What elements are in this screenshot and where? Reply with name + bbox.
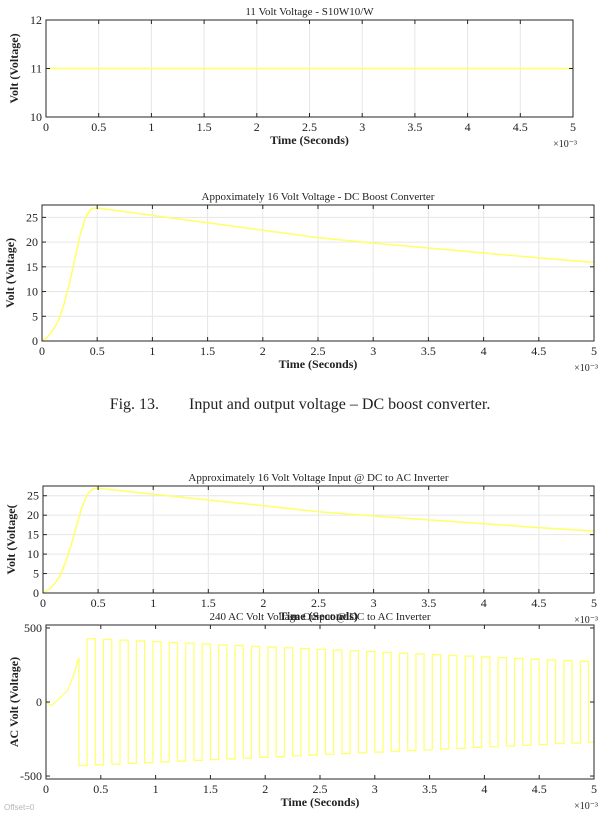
chart-title: Approximately 16 Volt Voltage Input @ DC…	[188, 472, 448, 484]
x-axis-label: Time (Seconds)	[281, 795, 360, 809]
x-tick-label: 2	[260, 596, 266, 610]
series-line	[42, 487, 595, 594]
y-tick-label: 5	[32, 309, 38, 323]
y-tick-label: 5	[33, 567, 39, 581]
x-tick-label: 4	[481, 596, 487, 610]
x-tick-label: 5	[591, 344, 597, 358]
y-tick-label: -500	[20, 769, 42, 783]
chart-boost-output: 0 0.5 1 1.5 2 2.5 3 3.5 4 4.5 5 0 5 10 15 20 25 Appoximat…	[3, 191, 598, 374]
y-tick-label: 10	[26, 285, 38, 299]
x-tick-label: 2.5	[313, 782, 328, 796]
y-tick-label: 15	[27, 528, 39, 542]
y-tick-label: 10	[27, 547, 39, 561]
x-tick-label: 0.5	[91, 120, 106, 134]
caption-number: Fig. 13.	[109, 396, 160, 413]
y-tick-label: 500	[24, 621, 42, 635]
x-tick-label: 2.5	[311, 596, 326, 610]
x-tick-label: 2	[254, 120, 260, 134]
x-tick-label: 5	[570, 120, 576, 134]
chart-title: 240 AC Volt Voltage Output @ DC to AC In…	[209, 611, 430, 623]
chart-inverter-input: 0 0.5 1 1.5 2 2.5 3 3.5 4 4.5 5 0 5 10 15 20 25 Approxima…	[4, 472, 598, 626]
x-tick-label: 0	[43, 120, 49, 134]
chart-input-11v: 0 0.5 1 1.5 2 2.5 3 3.5 4 4.5 5 10 11 12 11 Volt Volta…	[7, 6, 577, 150]
x-tick-label: 4.5	[513, 120, 528, 134]
x-axis-label: Time (Seconds)	[279, 609, 358, 623]
x-tick-label: 2.5	[311, 344, 326, 358]
x-tick-label: 1	[149, 344, 155, 358]
y-axis-label: Volt (Voltage)	[7, 33, 21, 103]
x-multiplier: ×10⁻³	[574, 615, 598, 626]
y-tick-label: 11	[30, 62, 42, 76]
x-tick-label: 3	[359, 120, 365, 134]
x-tick-label: 4	[481, 344, 487, 358]
y-tick-label: 0	[36, 695, 42, 709]
x-tick-label: 4.5	[531, 344, 546, 358]
y-tick-label: 12	[30, 13, 42, 27]
x-tick-label: 3	[371, 596, 377, 610]
offset-label: Offset=0	[4, 803, 35, 812]
x-tick-label: 4.5	[531, 596, 546, 610]
x-tick-label: 3.5	[407, 120, 422, 134]
x-tick-label: 1	[148, 120, 154, 134]
x-tick-label: 1.5	[200, 344, 215, 358]
x-tick-label: 4	[481, 782, 487, 796]
y-axis-label: Volt (Voltage)	[3, 238, 17, 308]
x-multiplier: ×10⁻³	[574, 363, 598, 374]
x-tick-label: 2.5	[302, 120, 317, 134]
y-axis-label: AC Volt (Voltage)	[7, 657, 21, 747]
x-axis-label: Time (Seconds)	[270, 133, 349, 147]
x-tick-label: 0	[43, 782, 49, 796]
chart-title: Appoximately 16 Volt Voltage - DC Boost …	[202, 191, 435, 203]
series-line	[45, 638, 594, 767]
x-tick-label: 0.5	[93, 782, 108, 796]
x-tick-label: 0.5	[91, 596, 106, 610]
x-tick-label: 5	[591, 782, 597, 796]
x-tick-label: 0.5	[90, 344, 105, 358]
y-tick-label: 0	[32, 334, 38, 348]
y-tick-label: 20	[27, 508, 39, 522]
x-tick-label: 1.5	[203, 782, 218, 796]
x-tick-label: 1	[150, 596, 156, 610]
x-tick-label: 2	[260, 344, 266, 358]
x-tick-label: 4.5	[532, 782, 547, 796]
x-tick-label: 3.5	[421, 596, 436, 610]
x-tick-label: 1.5	[197, 120, 212, 134]
y-tick-label: 15	[26, 260, 38, 274]
x-axis-label: Time (Seconds)	[279, 357, 358, 371]
x-tick-label: 3.5	[422, 782, 437, 796]
x-tick-label: 1.5	[201, 596, 216, 610]
figure-caption: Fig. 13. Input and output voltage – DC b…	[0, 396, 600, 414]
x-tick-label: 3.5	[421, 344, 436, 358]
x-multiplier: ×10⁻³	[574, 801, 598, 812]
x-multiplier: ×10⁻³	[553, 139, 577, 150]
caption-text: Input and output voltage – DC boost conv…	[189, 396, 491, 413]
plot-area	[46, 625, 594, 779]
y-tick-label: 25	[27, 489, 39, 503]
y-tick-label: 0	[33, 586, 39, 600]
x-tick-label: 5	[591, 596, 597, 610]
y-tick-label: 20	[26, 235, 38, 249]
x-tick-label: 0	[39, 344, 45, 358]
x-tick-label: 4	[465, 120, 471, 134]
x-tick-label: 0	[40, 596, 46, 610]
y-axis-label: Volt (Voltage(	[4, 504, 18, 574]
y-tick-label: 25	[26, 210, 38, 224]
x-tick-label: 1	[153, 782, 159, 796]
x-tick-label: 3	[370, 344, 376, 358]
y-tick-label: 10	[30, 110, 42, 124]
series-line	[41, 207, 595, 342]
x-tick-label: 2	[262, 782, 268, 796]
chart-title: 11 Volt Voltage - S10W10/W	[245, 6, 374, 18]
x-tick-label: 3	[372, 782, 378, 796]
